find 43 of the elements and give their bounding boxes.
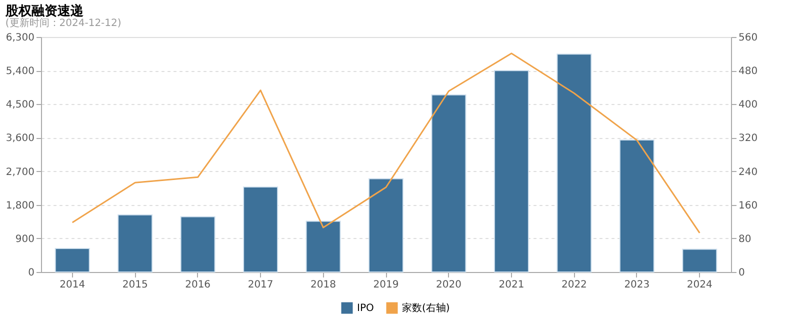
y-tick-label: 900 bbox=[15, 234, 34, 245]
x-tick-label: 2021 bbox=[498, 280, 524, 290]
y2-tick-label: 80 bbox=[738, 234, 752, 245]
bar bbox=[243, 186, 278, 272]
y-tick-label: 1,800 bbox=[6, 200, 34, 212]
bar bbox=[556, 54, 592, 272]
bar bbox=[619, 139, 654, 272]
legend-label: 家数(右轴) bbox=[402, 302, 450, 314]
x-tick-label: 2024 bbox=[686, 280, 712, 290]
bar bbox=[306, 220, 341, 272]
y2-tick-label: 560 bbox=[738, 32, 758, 44]
legend-label: IPO bbox=[357, 303, 374, 314]
x-tick-label: 2019 bbox=[373, 280, 399, 290]
x-tick-label: 2016 bbox=[185, 280, 211, 290]
x-tick-label: 2017 bbox=[248, 280, 274, 290]
y-tick-label: 6,300 bbox=[6, 32, 34, 44]
y-tick-label: 4,500 bbox=[6, 100, 34, 111]
y2-tick-label: 160 bbox=[738, 200, 758, 212]
y-tick-label: 3,600 bbox=[6, 133, 34, 144]
chart-title: 股权融资速递 bbox=[4, 3, 84, 19]
bar bbox=[431, 94, 466, 272]
line-series bbox=[72, 52, 700, 234]
x-tick-label: 2022 bbox=[561, 280, 587, 290]
x-tick-label: 2023 bbox=[624, 280, 650, 290]
x-tick-label: 2018 bbox=[310, 280, 336, 290]
x-tick-label: 2014 bbox=[60, 280, 86, 290]
y2-tick-label: 0 bbox=[738, 268, 745, 278]
y2-tick-label: 400 bbox=[738, 100, 758, 111]
y-tick-label: 0 bbox=[28, 268, 34, 278]
y-tick-label: 5,400 bbox=[6, 66, 34, 78]
bar bbox=[118, 214, 153, 272]
y2-tick-label: 240 bbox=[738, 166, 758, 178]
x-tick-label: 2015 bbox=[122, 280, 148, 290]
y2-tick-label: 320 bbox=[738, 133, 758, 144]
y-tick-label: 2,700 bbox=[6, 166, 34, 178]
x-tick-label: 2020 bbox=[436, 280, 462, 290]
chart-subtitle: (更新时间：2024-12-12) bbox=[5, 17, 122, 29]
bar bbox=[180, 216, 216, 272]
bar bbox=[368, 178, 404, 272]
bar bbox=[682, 248, 718, 272]
bar bbox=[54, 248, 90, 272]
bar bbox=[494, 70, 529, 272]
y2-tick-label: 480 bbox=[738, 66, 758, 78]
